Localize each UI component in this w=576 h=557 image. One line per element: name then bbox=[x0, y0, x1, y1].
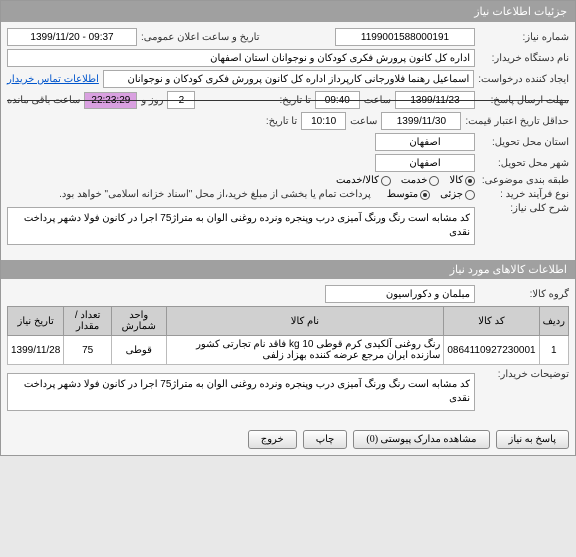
to-date-label: تا تاریخ: bbox=[279, 95, 310, 106]
city-label: شهر محل تحویل: bbox=[479, 158, 569, 169]
print-button[interactable]: چاپ bbox=[303, 430, 348, 449]
time-label-2: ساعت bbox=[350, 116, 377, 127]
remaining-label: ساعت باقی مانده bbox=[7, 95, 80, 106]
items-table: ردیف کد کالا نام کالا واحد شمارش تعداد /… bbox=[7, 306, 569, 365]
radio-dot-icon bbox=[420, 190, 430, 200]
radio-dot-icon bbox=[465, 190, 475, 200]
desc-box: کد مشابه است رنگ ورنگ آمیزی درب وپنجره و… bbox=[7, 207, 475, 245]
group-field: مبلمان و دکوراسیون bbox=[325, 285, 475, 303]
buyer-org-field: اداره کل کانون پرورش فکری کودکان و نوجوا… bbox=[7, 49, 475, 67]
exit-button[interactable]: خروج bbox=[248, 430, 297, 449]
city-field: اصفهان bbox=[375, 154, 475, 172]
buyer-org-label: نام دستگاه خریدار: bbox=[479, 53, 569, 64]
announce-label: تاریخ و ساعت اعلان عمومی: bbox=[141, 32, 260, 43]
col-qty: تعداد / مقدار bbox=[64, 307, 112, 336]
budget-radio-group: کالا خدمت کالا/خدمت bbox=[336, 175, 475, 186]
valid-label: حداقل تاریخ اعتبار قیمت: bbox=[465, 116, 569, 127]
cell-row: 1 bbox=[539, 336, 568, 365]
main-panel: جزئیات اطلاعات نیاز شماره نیاز: 11990015… bbox=[0, 0, 576, 456]
radio-medium[interactable]: متوسط bbox=[387, 189, 430, 200]
table-header-row: ردیف کد کالا نام کالا واحد شمارش تعداد /… bbox=[8, 307, 569, 336]
cell-code: 0864110927230001 bbox=[444, 336, 539, 365]
need-number-field: 1199001588000191 bbox=[335, 28, 475, 46]
items-section-title: اطلاعات کالاهای مورد نیاز bbox=[450, 264, 567, 276]
deadline-date-field: 1399/11/23 bbox=[395, 91, 475, 109]
col-date: تاریخ نیاز bbox=[8, 307, 64, 336]
panel-title: جزئیات اطلاعات نیاز bbox=[474, 6, 567, 18]
radio-dot-icon bbox=[381, 176, 391, 186]
col-unit: واحد شمارش bbox=[111, 307, 166, 336]
form-area: شماره نیاز: 1199001588000191 تاریخ و ساع… bbox=[1, 22, 575, 258]
process-radio-group: جزئی متوسط bbox=[387, 189, 475, 200]
radio-goods[interactable]: کالا bbox=[449, 175, 475, 186]
items-section-header: اطلاعات کالاهای مورد نیاز bbox=[1, 260, 575, 279]
need-number-label: شماره نیاز: bbox=[479, 32, 569, 43]
deadline-time-field: 09:40 bbox=[315, 91, 360, 109]
province-field: اصفهان bbox=[375, 133, 475, 151]
attachments-button[interactable]: مشاهده مدارک پیوستی (0) bbox=[353, 430, 489, 449]
col-name: نام کالا bbox=[166, 307, 444, 336]
valid-date-field: 1399/11/30 bbox=[381, 112, 461, 130]
radio-service[interactable]: خدمت bbox=[401, 175, 440, 186]
time-label-1: ساعت bbox=[364, 95, 391, 106]
col-row: ردیف bbox=[539, 307, 568, 336]
buyer-notes-box: کد مشابه است رنگ ورنگ آمیزی درب وپنجره و… bbox=[7, 373, 475, 411]
col-code: کد کالا bbox=[444, 307, 539, 336]
buyer-notes-label: توضیحات خریدار: bbox=[479, 369, 569, 380]
radio-goods-service[interactable]: کالا/خدمت bbox=[336, 175, 391, 186]
button-row: پاسخ به نیاز مشاهده مدارک پیوستی (0) چاپ… bbox=[1, 424, 575, 455]
province-label: استان محل تحویل: bbox=[479, 137, 569, 148]
contact-link[interactable]: اطلاعات تماس خریدار bbox=[7, 74, 99, 85]
valid-time-field: 10:10 bbox=[301, 112, 346, 130]
cell-date: 1399/11/28 bbox=[8, 336, 64, 365]
deadline-label: مهلت ارسال پاسخ: bbox=[479, 95, 569, 106]
radio-dot-icon bbox=[429, 176, 439, 186]
day-label: روز و bbox=[141, 95, 163, 106]
valid-to-label: تا تاریخ: bbox=[266, 116, 297, 127]
table-row[interactable]: 1 0864110927230001 رنگ روغنی آلکیدی کرم … bbox=[8, 336, 569, 365]
creator-field: اسماعیل رهنما فلاورجانی کارپرداز اداره ک… bbox=[103, 70, 474, 88]
reply-button[interactable]: پاسخ به نیاز bbox=[496, 430, 570, 449]
desc-label: شرح کلی نیاز: bbox=[479, 203, 569, 214]
creator-label: ایجاد کننده درخواست: bbox=[478, 74, 569, 85]
group-label: گروه کالا: bbox=[479, 289, 569, 300]
cell-unit: قوطی bbox=[111, 336, 166, 365]
payment-note: پرداخت تمام یا بخشی از مبلغ خرید،از محل … bbox=[59, 189, 371, 200]
day-count-field: 2 bbox=[167, 91, 195, 109]
radio-dot-icon bbox=[465, 176, 475, 186]
countdown-timer: 22:23:29 bbox=[84, 92, 137, 109]
budget-label: طبقه بندی موضوعی: bbox=[479, 175, 569, 186]
cell-name: رنگ روغنی آلکیدی کرم قوطی 10 kg فاقد نام… bbox=[166, 336, 444, 365]
radio-low[interactable]: جزئی bbox=[440, 189, 475, 200]
process-label: نوع فرآیند خرید : bbox=[479, 189, 569, 200]
cell-qty: 75 bbox=[64, 336, 112, 365]
announce-field: 1399/11/20 - 09:37 bbox=[7, 28, 137, 46]
panel-header: جزئیات اطلاعات نیاز bbox=[1, 1, 575, 22]
